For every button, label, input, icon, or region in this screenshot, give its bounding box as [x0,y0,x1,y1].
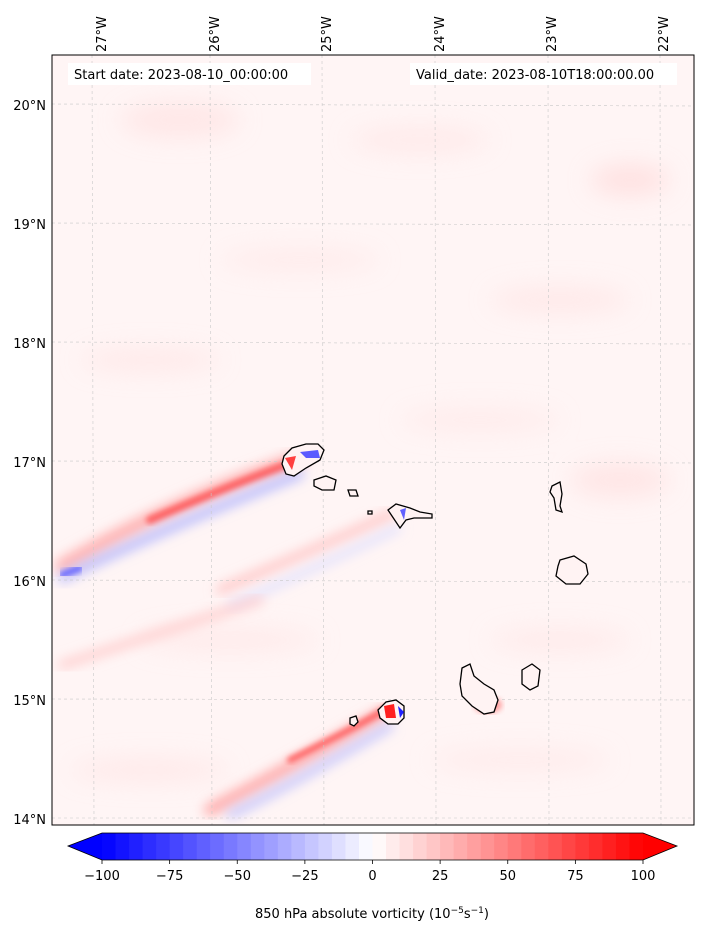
colorbar-cell [264,833,279,860]
colorbar-cell [277,833,292,860]
coastlines [281,443,589,727]
colorbar-cell [331,833,347,860]
valid-date-box [410,63,677,85]
colorbar-cell [345,833,360,860]
background-vorticity-patches [70,102,670,782]
start-date-label: Start date: 2023-08-10_00:00:00 [74,68,288,83]
colorbar-cell [196,833,211,860]
colorbar-cell [575,833,590,860]
lat-label-20n: 20°N [13,99,46,114]
colorbar-cell [561,833,576,860]
colorbar-tick-label: 25 [432,869,449,884]
lat-label-15n: 15°N [13,694,46,709]
lon-label-27w: 27°W [95,16,110,52]
colorbar-cell [615,833,631,860]
colorbar-cell [318,833,333,860]
island-maio [521,663,541,691]
island-sal [549,481,564,514]
island-brava [349,715,359,727]
map-panel [52,55,694,825]
colorbar-cell [534,833,549,860]
colorbar: −100 −75 −50 −25 0 25 50 75 100 850 hPa absolute… [66,832,679,922]
lon-label-24w: 24°W [433,16,448,52]
info-banner: Start date: 2023-08-10_00:00:00 Valid_da… [68,63,677,85]
start-date-box [68,63,311,85]
colorbar-cell [521,833,536,860]
valid-date-label: Valid_date: 2023-08-10T18:00:00.00 [416,68,654,83]
colorbar-tick-label: −100 [84,869,120,884]
colorbar-cell [358,833,374,860]
colorbar-cell [156,833,171,860]
lat-label-16n: 16°N [13,575,46,590]
lon-label-22w: 22°W [657,16,672,52]
island-santiago [459,663,499,715]
colorbar-cell [494,833,509,860]
colorbar-cell [237,833,252,860]
island-raso [367,510,373,515]
colorbar-cell [467,833,482,860]
colorbar-cell [507,833,522,860]
map-frame [51,54,695,826]
colorbar-cell [426,833,441,860]
colorbar-tick-label: 100 [631,869,656,884]
lon-label-23w: 23°W [545,16,560,52]
colorbar-cell [142,833,157,860]
colorbar-cell [480,833,495,860]
graticule [52,55,694,825]
colorbar-tick-label: −50 [224,869,251,884]
colorbar-cell [440,833,455,860]
colorbar-min-extension [68,833,102,860]
colorbar-cell [386,833,401,860]
map-background [52,55,694,825]
lat-label-14n: 14°N [13,813,46,828]
colorbar-tick-label: 50 [499,869,516,884]
lat-label-17n: 17°N [13,456,46,471]
colorbar-cell [588,833,604,860]
colorbar-title: 850 hPa absolute vorticity (10−5s−1) [255,906,489,922]
colorbar-cell [548,833,563,860]
lat-label-19n: 19°N [13,218,46,233]
colorbar-cell [453,833,468,860]
colorbar-cells [102,833,644,860]
longitude-labels: 27°W 26°W 25°W 24°W 23°W 22°W [95,16,672,52]
colorbar-tick-label: 0 [368,869,376,884]
island-santa-luzia [347,489,359,497]
lat-label-18n: 18°N [13,337,46,352]
colorbar-cell [372,833,387,860]
island-boa-vista [555,555,589,585]
lon-label-26w: 26°W [208,16,223,52]
colorbar-tick-label: 75 [567,869,584,884]
colorbar-cell [399,833,414,860]
colorbar-cell [250,833,265,860]
island-sao-vicente [313,475,337,491]
colorbar-cell [169,833,184,860]
colorbar-cell [291,833,306,860]
colorbar-max-extension [643,833,677,860]
island-sao-nicolau [387,503,433,530]
colorbar-cell [183,833,198,860]
colorbar-cell [115,833,130,860]
colorbar-tick-label: −75 [156,869,183,884]
colorbar-cell [210,833,225,860]
colorbar-cell [304,833,320,860]
latitude-labels: 20°N 19°N 18°N 17°N 16°N 15°N 14°N [13,99,46,828]
colorbar-cell [129,833,144,860]
colorbar-ticks: −100 −75 −50 −25 0 25 50 75 100 [84,860,655,884]
colorbar-cell [602,833,617,860]
colorbar-cell [223,833,238,860]
lon-label-25w: 25°W [320,16,335,52]
colorbar-cell [102,833,117,860]
colorbar-cell [629,833,644,860]
colorbar-tick-label: −25 [291,869,318,884]
colorbar-cell [413,833,428,860]
